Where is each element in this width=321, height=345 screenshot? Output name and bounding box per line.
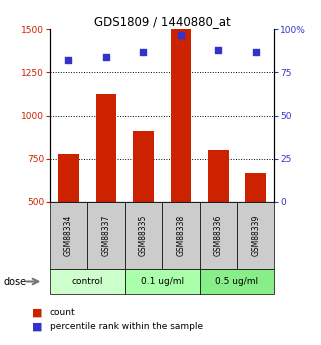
Point (66, 58, 71, 63)
Text: count: count (50, 308, 75, 317)
Bar (208, 150, 229, 202)
Bar (96, 94, 116, 202)
Text: control: control (72, 277, 103, 286)
Title: GDS1809 / 1440880_at: GDS1809 / 1440880_at (94, 15, 230, 28)
Text: GSM88335: GSM88335 (139, 215, 148, 256)
Point (141, 49, 146, 55)
Text: 0.1 ug/ml: 0.1 ug/ml (141, 277, 184, 286)
Bar (58, 155, 79, 202)
Text: GSM88338: GSM88338 (176, 215, 185, 256)
Text: GSM88337: GSM88337 (101, 215, 110, 256)
Text: ■: ■ (32, 308, 43, 318)
Bar (133, 131, 154, 202)
Text: percentile rank within the sample: percentile rank within the sample (50, 322, 203, 331)
Point (103, 54, 108, 60)
Text: GSM88334: GSM88334 (64, 215, 73, 256)
Bar (170, 29, 191, 202)
Text: dose: dose (3, 277, 26, 286)
Point (216, 47, 221, 53)
Point (178, 32, 183, 37)
Text: GSM88339: GSM88339 (251, 215, 260, 256)
Text: GSM88336: GSM88336 (214, 215, 223, 256)
Text: ■: ■ (32, 322, 43, 332)
Text: 0.5 ug/ml: 0.5 ug/ml (215, 277, 259, 286)
Point (253, 49, 258, 55)
Bar (246, 173, 266, 202)
